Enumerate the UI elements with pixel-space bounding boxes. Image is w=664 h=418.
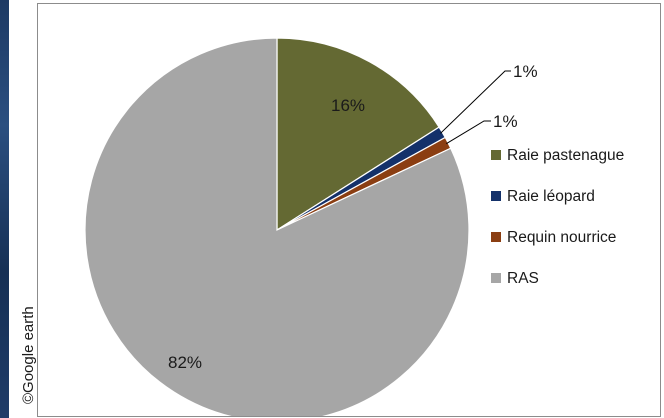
slice-raie-pastenague <box>276 37 440 232</box>
data-labels: 16% 1% 1% 82% <box>168 62 538 372</box>
legend: Raie pastenague Raie léopard Requin nourri… <box>491 147 624 287</box>
leader-line-raie-leopard <box>440 70 511 134</box>
background-image-strip <box>0 0 9 418</box>
leader-lines <box>440 70 511 145</box>
legend-label-ras: RAS <box>507 270 539 287</box>
data-label-requin-nourrice: 1% <box>493 112 518 131</box>
legend-label-requin-nourrice: Requin nourrice <box>507 229 616 246</box>
legend-swatch-requin-nourrice <box>491 232 501 242</box>
legend-swatch-raie-pastenague <box>491 150 501 160</box>
data-label-raie-leopard: 1% <box>513 62 538 81</box>
chart-area: 16% 1% 1% 82% Raie pastenague Raie léopard Re… <box>37 3 661 417</box>
legend-swatch-raie-leopard <box>491 191 501 201</box>
legend-label-raie-leopard: Raie léopard <box>507 188 595 205</box>
pie-slices <box>84 37 470 416</box>
image-credit: ©Google earth <box>20 306 37 404</box>
legend-swatch-ras <box>491 273 501 283</box>
data-label-ras: 82% <box>168 353 202 372</box>
slice-ras <box>84 37 470 416</box>
pie-chart: 16% 1% 1% 82% Raie pastenague Raie léopard Re… <box>84 37 624 416</box>
legend-label-raie-pastenague: Raie pastenague <box>507 147 624 164</box>
data-label-raie-pastenague: 16% <box>331 96 365 115</box>
leader-line-requin-nourrice <box>446 120 491 145</box>
